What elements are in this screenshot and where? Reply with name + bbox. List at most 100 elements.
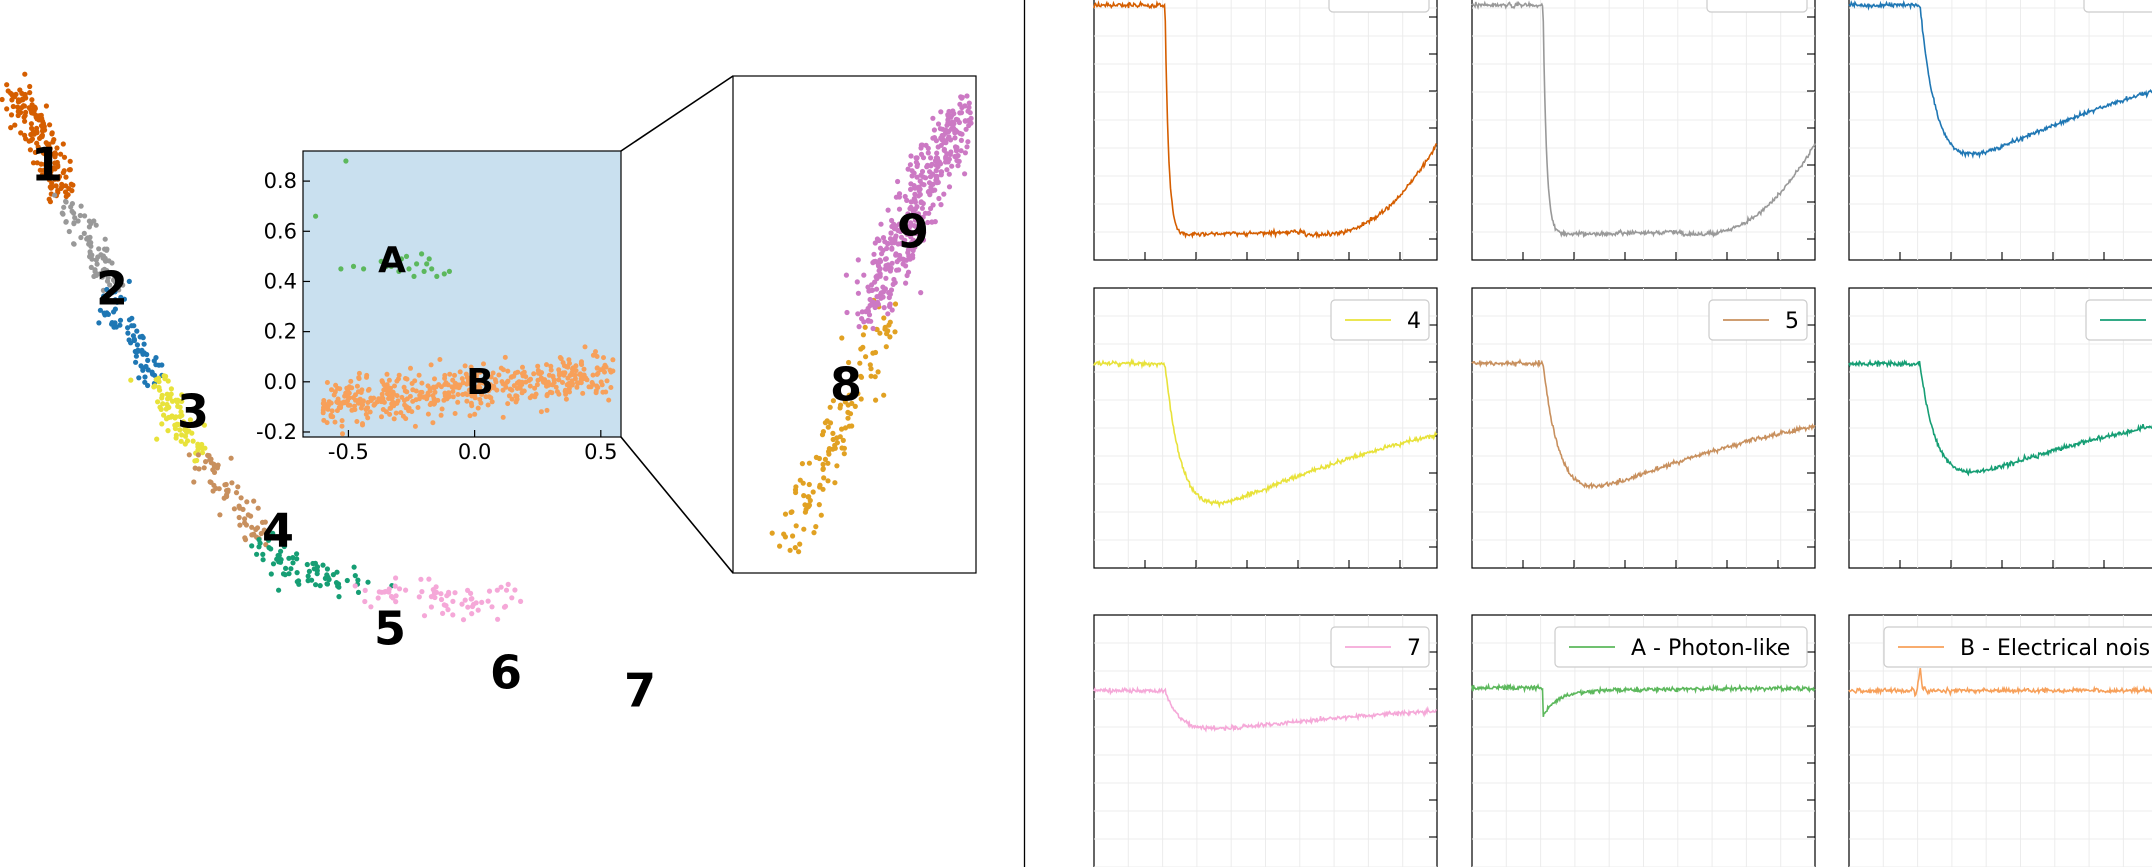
scatter-point xyxy=(782,534,789,540)
scatter-point xyxy=(282,572,288,578)
scatter-point xyxy=(428,362,434,368)
scatter-point xyxy=(450,394,456,400)
scatter-point xyxy=(427,388,433,394)
scatter-point xyxy=(529,393,535,399)
scatter-point xyxy=(443,380,449,386)
scatter-point xyxy=(880,284,886,290)
scatter-point xyxy=(531,371,537,377)
scatter-point xyxy=(918,290,924,296)
scatter-point xyxy=(237,522,243,528)
scatter-point xyxy=(173,432,179,438)
scatter-point xyxy=(15,108,21,115)
scatter-point xyxy=(403,416,409,422)
scatter-point xyxy=(933,167,939,174)
scatter-point xyxy=(521,388,527,394)
scatter-point xyxy=(793,489,799,496)
legend-label: 5 xyxy=(1785,309,1799,334)
scatter-point xyxy=(320,562,326,568)
scatter-point xyxy=(144,351,150,358)
scatter-point xyxy=(313,582,319,588)
scatter-point xyxy=(38,123,45,129)
scatter-point xyxy=(797,541,803,547)
scatter-point xyxy=(438,596,445,603)
scatter-point xyxy=(389,393,395,399)
scatter-point xyxy=(556,377,562,383)
scatter-point xyxy=(468,364,474,370)
scatter-point xyxy=(566,385,572,391)
scatter-point xyxy=(822,456,829,462)
scatter-point xyxy=(582,344,588,350)
scatter-point xyxy=(263,530,269,537)
scatter-point xyxy=(878,221,884,227)
scatter-point xyxy=(937,126,944,132)
scatter-point xyxy=(468,400,474,406)
scatter-point xyxy=(865,318,871,324)
scatter-point xyxy=(506,393,512,399)
scatter-point xyxy=(45,172,51,178)
scatter-point xyxy=(908,186,914,192)
scatter-point xyxy=(94,261,100,267)
scatter-point xyxy=(868,373,874,379)
y-tick-label: 0.2 xyxy=(264,320,297,344)
scatter-point xyxy=(305,573,311,579)
scatter-point xyxy=(940,132,947,138)
scatter-point xyxy=(908,199,914,205)
scatter-point xyxy=(495,616,501,622)
scatter-point xyxy=(55,176,61,182)
scatter-point xyxy=(338,266,344,272)
scatter-point xyxy=(27,83,33,90)
scatter-point xyxy=(362,598,368,605)
scatter-point xyxy=(884,331,890,337)
scatter-point xyxy=(368,395,374,401)
scatter-point xyxy=(867,362,873,368)
scatter-point xyxy=(604,378,610,384)
scatter-point xyxy=(944,128,950,134)
scatter-point xyxy=(238,495,244,501)
scatter-point xyxy=(39,134,45,140)
scatter-point xyxy=(434,273,440,279)
scatter-point xyxy=(875,261,881,267)
legend-label: 4 xyxy=(1407,309,1421,334)
scatter-point xyxy=(54,145,60,151)
y-tick-label: -0.2 xyxy=(256,420,297,444)
scatter-point xyxy=(72,215,78,221)
scatter-point xyxy=(505,401,511,407)
scatter-point xyxy=(952,153,958,160)
scatter-point xyxy=(881,392,887,398)
scatter-point xyxy=(820,466,826,472)
scatter-point xyxy=(553,384,559,390)
scatter-point xyxy=(163,406,169,412)
waveform-panel-8: A - Photon-like xyxy=(1471,614,1816,867)
scatter-point xyxy=(943,156,949,162)
scatter-point xyxy=(895,178,901,185)
scatter-point xyxy=(457,382,463,388)
scatter-point xyxy=(840,437,846,443)
scatter-point xyxy=(105,275,111,281)
scatter-point xyxy=(78,203,84,209)
scatter-point xyxy=(560,360,566,366)
scatter-point xyxy=(388,263,394,269)
scatter-point xyxy=(214,465,220,471)
scatter-point xyxy=(908,240,915,246)
scatter-point xyxy=(419,251,425,257)
scatter-point xyxy=(424,261,430,267)
cluster-label-5: 5 xyxy=(374,602,406,656)
scatter-point xyxy=(860,344,866,350)
scatter-point xyxy=(928,184,934,190)
scatter-point xyxy=(415,405,421,410)
scatter-point xyxy=(569,382,575,388)
scatter-point xyxy=(469,392,475,398)
scatter-point xyxy=(880,235,887,241)
scatter-point xyxy=(870,302,876,308)
scatter-point xyxy=(858,374,865,380)
scatter-point xyxy=(857,360,863,366)
embedding-scatter: 1 2 3 4 5 6 7 xyxy=(0,71,656,718)
scatter-point xyxy=(190,438,196,444)
waveform-line xyxy=(1471,682,1816,717)
scatter-point xyxy=(954,144,960,151)
scatter-point xyxy=(365,579,371,585)
scatter-point xyxy=(548,363,554,369)
scatter-point xyxy=(544,362,549,368)
scatter-point xyxy=(852,372,858,378)
scatter-point xyxy=(437,357,443,362)
